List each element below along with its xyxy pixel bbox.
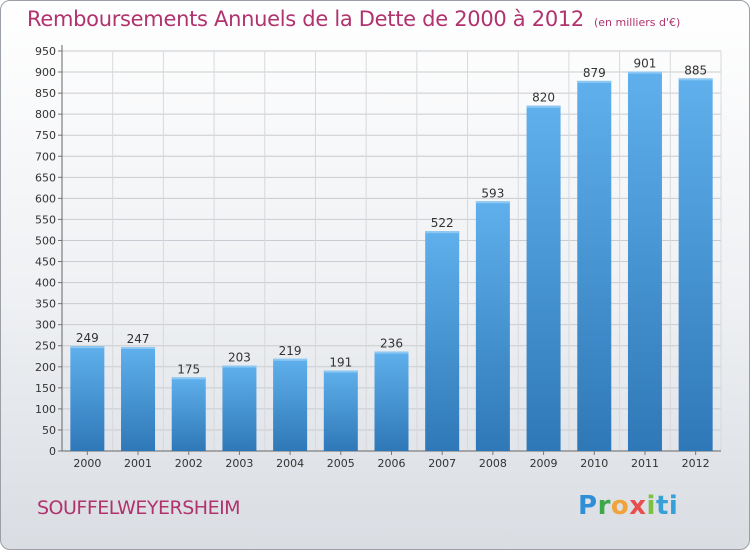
bar-highlight [526, 105, 561, 108]
bar-highlight [273, 358, 308, 361]
bar-highlight [678, 78, 713, 81]
y-tick-label: 300 [35, 319, 56, 332]
x-tick-label: 2006 [378, 457, 406, 470]
commune-name: SOUFFELWEYERSHEIM [37, 497, 241, 519]
x-tick-label: 2012 [682, 457, 710, 470]
bar [577, 80, 612, 451]
y-tick-label: 950 [35, 45, 56, 58]
bar-highlight [70, 346, 105, 349]
bar-value-label: 219 [279, 344, 302, 358]
y-tick-label: 600 [35, 192, 56, 205]
bar-highlight [425, 231, 460, 234]
y-tick-label: 500 [35, 234, 56, 247]
bar [627, 71, 662, 451]
x-tick-label: 2002 [175, 457, 203, 470]
bar [678, 78, 713, 452]
y-tick-label: 550 [35, 213, 56, 226]
x-tick-label: 2005 [327, 457, 355, 470]
bar-highlight [222, 365, 257, 368]
bar [273, 358, 308, 451]
bar [171, 377, 206, 451]
bar-value-label: 885 [684, 63, 707, 77]
bar-value-label: 522 [431, 216, 454, 230]
bar-highlight [323, 370, 358, 373]
bar-value-label: 879 [583, 66, 606, 80]
y-tick-label: 50 [42, 424, 56, 437]
bar-value-label: 593 [481, 186, 504, 200]
bar [222, 365, 257, 451]
bar-highlight [475, 201, 510, 204]
bar-value-label: 247 [127, 332, 150, 346]
bar-value-label: 236 [380, 337, 403, 351]
bar-highlight [627, 71, 662, 74]
y-tick-label: 900 [35, 66, 56, 79]
bar [374, 351, 409, 451]
y-tick-label: 650 [35, 171, 56, 184]
bar-value-label: 175 [177, 362, 200, 376]
chart-subtitle: (en milliers d'€) [594, 16, 681, 29]
y-tick-label: 700 [35, 150, 56, 163]
bar-value-label: 249 [76, 331, 99, 345]
y-tick-label: 150 [35, 382, 56, 395]
x-tick-label: 2003 [225, 457, 253, 470]
chart-title: Remboursements Annuels de la Dette de 20… [27, 7, 680, 31]
bar-value-label: 901 [634, 57, 657, 71]
bar [526, 105, 561, 451]
bars [70, 71, 713, 452]
y-tick-label: 350 [35, 298, 56, 311]
y-tick-label: 750 [35, 129, 56, 142]
bar-highlight [374, 351, 409, 354]
bar [121, 347, 156, 451]
y-tick-label: 800 [35, 108, 56, 121]
x-tick-label: 2007 [428, 457, 456, 470]
bar-value-label: 191 [329, 356, 352, 370]
chart-title-text: Remboursements Annuels de la Dette de 20… [27, 7, 584, 31]
bar [70, 346, 105, 451]
y-tick-label: 200 [35, 361, 56, 374]
bar-highlight [171, 377, 206, 380]
bar [425, 231, 460, 451]
x-tick-label: 2000 [73, 457, 101, 470]
y-tick-label: 400 [35, 277, 56, 290]
x-tick-label: 2010 [580, 457, 608, 470]
bar-highlight [121, 347, 156, 349]
x-tick-label: 2001 [124, 457, 152, 470]
y-tick-label: 100 [35, 403, 56, 416]
x-tick-label: 2004 [276, 457, 304, 470]
x-tick-label: 2009 [530, 457, 558, 470]
y-tick-label: 250 [35, 340, 56, 353]
bar-value-label: 820 [532, 91, 555, 105]
y-tick-label: 850 [35, 87, 56, 100]
bar [323, 370, 358, 451]
x-tick-label: 2011 [631, 457, 659, 470]
proxiti-logo: Proxiti [578, 491, 679, 521]
y-tick-label: 450 [35, 256, 56, 269]
bar-highlight [577, 80, 612, 83]
labels: 0 50 100 150 200 250 300 350 400 450 500 550 600 650 7… [35, 45, 710, 470]
bar-value-label: 203 [228, 351, 251, 365]
bar [475, 201, 510, 451]
y-tick-label: 0 [49, 445, 56, 458]
x-tick-label: 2008 [479, 457, 507, 470]
